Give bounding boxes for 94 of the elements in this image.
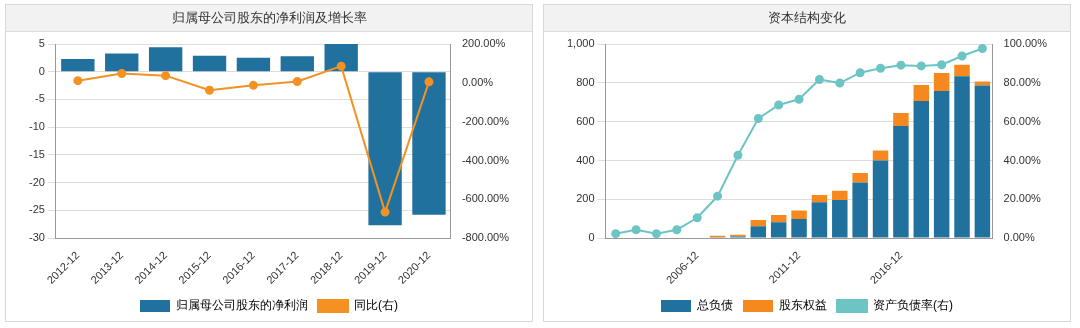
point [380, 207, 390, 217]
chart-title: 归属母公司股东的净利润及增长率 [6, 5, 532, 32]
point [977, 44, 987, 53]
y2-tick-label: 20.00% [1003, 192, 1042, 205]
y-tick-label: 0 [38, 64, 45, 77]
point [611, 229, 621, 239]
point [733, 150, 743, 160]
point [916, 61, 926, 71]
point [117, 69, 127, 79]
y2-tick-label: -200.00% [461, 114, 510, 127]
legend-label: 资产负债率(右) [873, 298, 953, 313]
bar [791, 210, 807, 219]
y2-tick-label: 0.00% [461, 75, 494, 88]
point [73, 76, 83, 86]
legend-label: 归属母公司股东的净利润 [176, 298, 308, 313]
y2-tick-label: -800.00% [461, 231, 510, 244]
point [794, 94, 804, 104]
point [774, 100, 784, 110]
bar [852, 182, 868, 238]
y-tick-label: -25 [28, 203, 45, 216]
bar [750, 226, 767, 238]
point [672, 225, 682, 235]
bar [893, 112, 909, 127]
y2-tick-label: 60.00% [1003, 114, 1042, 127]
bar [872, 160, 889, 238]
y-tick-label: -10 [28, 120, 45, 133]
point [631, 225, 641, 235]
bar [852, 173, 868, 183]
bar [236, 57, 271, 72]
bar [770, 215, 787, 223]
bar [974, 81, 991, 86]
point [292, 76, 302, 86]
bar [832, 190, 848, 200]
bar [280, 56, 314, 72]
bar [770, 222, 787, 238]
bar [893, 126, 909, 238]
bar [913, 101, 930, 238]
bar [412, 72, 446, 215]
point [753, 114, 763, 124]
bar [61, 58, 95, 72]
bar [974, 85, 991, 238]
point [876, 63, 886, 73]
y2-tick-label: 80.00% [1003, 75, 1042, 88]
bar [791, 218, 807, 238]
bar [368, 72, 402, 226]
y2-tick-label: 0.00% [1003, 231, 1035, 244]
y-tick-label: -5 [35, 92, 45, 105]
point [713, 191, 723, 201]
y2-tick-label: 40.00% [1003, 153, 1042, 166]
bar [811, 202, 828, 238]
point [957, 51, 967, 61]
y-tick-label: 0 [588, 231, 595, 244]
bar [954, 76, 970, 238]
bar [933, 90, 950, 238]
legend-label: 同比(右) [354, 298, 398, 313]
point [424, 77, 434, 87]
y2-tick-label: -600.00% [461, 192, 510, 205]
bar [913, 84, 930, 102]
y2-tick-label: 200.00% [461, 37, 506, 50]
bar [811, 195, 828, 203]
bar [933, 73, 950, 91]
point [937, 60, 947, 70]
point [692, 213, 702, 223]
y-tick-label: -15 [28, 147, 45, 160]
y-tick-label: 600 [576, 114, 595, 127]
bar [872, 150, 889, 161]
bar [954, 64, 970, 77]
y-tick-label: 5 [38, 37, 45, 50]
point [651, 229, 661, 239]
legend-label: 股东权益 [779, 298, 827, 313]
bar [750, 220, 767, 227]
chart-title: 资本结构变化 [544, 5, 1070, 32]
bar [324, 44, 358, 72]
y-tick-label: 800 [576, 75, 595, 88]
bar [148, 47, 183, 72]
point [336, 61, 346, 71]
point [814, 75, 824, 85]
point [835, 78, 845, 88]
bar [105, 53, 139, 72]
legend-label: 总负债 [696, 298, 733, 313]
y-tick-label: 1,000 [567, 37, 595, 50]
bar [832, 199, 848, 238]
point [248, 80, 258, 90]
bar [192, 55, 227, 72]
y-tick-label: -20 [28, 175, 45, 188]
point [896, 60, 906, 70]
point [161, 71, 171, 81]
y-tick-label: 400 [576, 153, 595, 166]
y2-tick-label: 100.00% [1003, 37, 1048, 50]
y2-tick-label: -400.00% [461, 153, 510, 166]
point [855, 68, 865, 78]
point [205, 85, 215, 95]
y-tick-label: -30 [28, 231, 45, 244]
y-tick-label: 200 [576, 192, 595, 205]
